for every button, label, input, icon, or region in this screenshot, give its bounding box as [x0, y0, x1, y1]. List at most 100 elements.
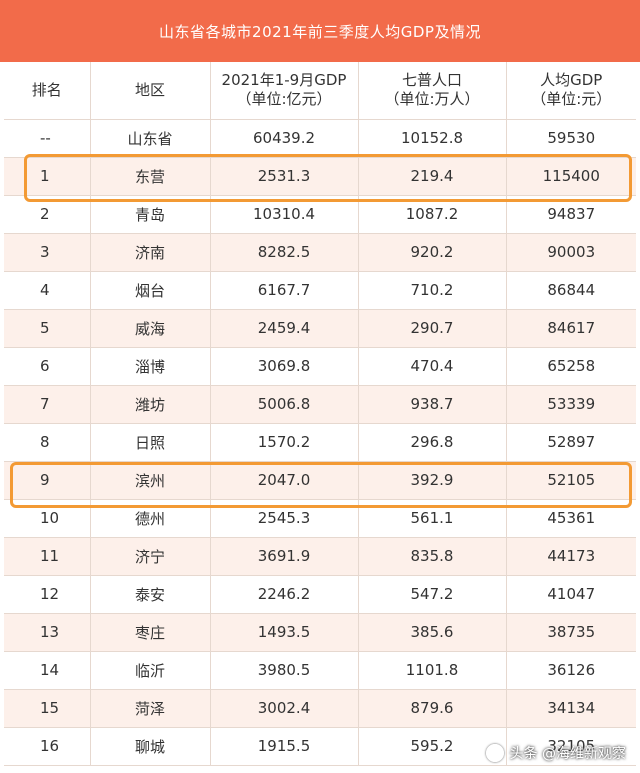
per-capita-gdp-cell: 94837: [506, 195, 636, 234]
region-cell: 烟台: [90, 271, 211, 310]
gdp-cell: 3980.5: [210, 651, 359, 690]
region-cell: 枣庄: [90, 613, 211, 652]
per-capita-gdp-cell: 90003: [506, 233, 636, 272]
table-row: 9 滨州 2047.0 392.9 52105: [4, 461, 636, 500]
table-row: 6 淄博 3069.8 470.4 65258: [4, 347, 636, 386]
table-row: 4 烟台 6167.7 710.2 86844: [4, 271, 636, 310]
gdp-cell: 1915.5: [210, 727, 359, 766]
table-row: 10 德州 2545.3 561.1 45361: [4, 499, 636, 538]
gdp-cell: 8282.5: [210, 233, 359, 272]
population-cell: 1101.8: [358, 651, 507, 690]
rank-cell: 16: [4, 727, 91, 766]
rank-cell: 1: [4, 157, 91, 196]
population-cell: 835.8: [358, 537, 507, 576]
per-capita-gdp-cell: 59530: [506, 119, 636, 158]
rank-cell: 4: [4, 271, 91, 310]
gdp-cell: 3069.8: [210, 347, 359, 386]
table-row: 12 泰安 2246.2 547.2 41047: [4, 575, 636, 614]
rank-cell: 10: [4, 499, 91, 538]
header-row: 排名 地区 2021年1-9月GDP （单位:亿元） 七普人口 （单位:万人） …: [4, 62, 636, 120]
per-capita-gdp-cell: 52105: [506, 461, 636, 500]
per-capita-gdp-cell: 41047: [506, 575, 636, 614]
rank-cell: 5: [4, 309, 91, 348]
region-cell: 济宁: [90, 537, 211, 576]
per-capita-gdp-cell: 32105: [506, 727, 636, 766]
table-row: 16 聊城 1915.5 595.2 32105: [4, 727, 636, 766]
population-cell: 561.1: [358, 499, 507, 538]
population-cell: 1087.2: [358, 195, 507, 234]
population-cell: 470.4: [358, 347, 507, 386]
watermark-text: 头条 @海维新观察: [509, 746, 626, 762]
per-capita-gdp-cell: 53339: [506, 385, 636, 424]
table-row: 3 济南 8282.5 920.2 90003: [4, 233, 636, 272]
rank-cell: 12: [4, 575, 91, 614]
population-cell: 392.9: [358, 461, 507, 500]
population-cell: 938.7: [358, 385, 507, 424]
header-rank: 排名: [4, 62, 91, 120]
population-cell: 290.7: [358, 309, 507, 348]
table-row: 11 济宁 3691.9 835.8 44173: [4, 537, 636, 576]
region-cell: 济南: [90, 233, 211, 272]
rank-cell: 3: [4, 233, 91, 272]
gdp-cell: 5006.8: [210, 385, 359, 424]
region-cell: 日照: [90, 423, 211, 462]
region-cell: 临沂: [90, 651, 211, 690]
region-cell: 淄博: [90, 347, 211, 386]
gdp-table: 排名 地区 2021年1-9月GDP （单位:亿元） 七普人口 （单位:万人） …: [4, 62, 636, 766]
rank-cell: 6: [4, 347, 91, 386]
watermark-logo-icon: [485, 744, 504, 762]
gdp-cell: 2047.0: [210, 461, 359, 500]
rank-cell: 13: [4, 613, 91, 652]
rank-cell: 9: [4, 461, 91, 500]
region-cell: 滨州: [90, 461, 211, 500]
header-gdp-line1: 2021年1-9月GDP: [221, 71, 347, 90]
per-capita-gdp-cell: 38735: [506, 613, 636, 652]
region-cell: 潍坊: [90, 385, 211, 424]
gdp-cell: 3691.9: [210, 537, 359, 576]
header-population-line1: 七普人口: [401, 71, 462, 90]
gdp-cell: 6167.7: [210, 271, 359, 310]
rank-cell: 14: [4, 651, 91, 690]
population-cell: 296.8: [358, 423, 507, 462]
rank-cell: 8: [4, 423, 91, 462]
population-cell: 595.2: [358, 727, 507, 766]
region-cell: 聊城: [90, 727, 211, 766]
per-capita-gdp-cell: 86844: [506, 271, 636, 310]
table-row: 2 青岛 10310.4 1087.2 94837: [4, 195, 636, 234]
table-row: -- 山东省 60439.2 10152.8 59530: [4, 119, 636, 158]
region-cell: 泰安: [90, 575, 211, 614]
per-capita-gdp-cell: 65258: [506, 347, 636, 386]
region-cell: 山东省: [90, 119, 211, 158]
rank-cell: 7: [4, 385, 91, 424]
population-cell: 547.2: [358, 575, 507, 614]
header-per-capita-gdp-line2: （单位:元）: [531, 90, 612, 109]
table-row: 7 潍坊 5006.8 938.7 53339: [4, 385, 636, 424]
gdp-cell: 1493.5: [210, 613, 359, 652]
rank-cell: 11: [4, 537, 91, 576]
watermark: 头条 @海维新观察: [485, 743, 626, 763]
region-cell: 威海: [90, 309, 211, 348]
gdp-cell: 10310.4: [210, 195, 359, 234]
header-region: 地区: [90, 62, 211, 120]
header-population: 七普人口 （单位:万人）: [358, 62, 507, 120]
table-row: 1 东营 2531.3 219.4 115400: [4, 157, 636, 196]
gdp-cell: 60439.2: [210, 119, 359, 158]
population-cell: 879.6: [358, 689, 507, 728]
population-cell: 385.6: [358, 613, 507, 652]
header-per-capita-gdp-line1: 人均GDP: [540, 71, 603, 90]
population-cell: 710.2: [358, 271, 507, 310]
rank-cell: 15: [4, 689, 91, 728]
table-row: 15 菏泽 3002.4 879.6 34134: [4, 689, 636, 728]
table-row: 14 临沂 3980.5 1101.8 36126: [4, 651, 636, 690]
per-capita-gdp-cell: 45361: [506, 499, 636, 538]
region-cell: 菏泽: [90, 689, 211, 728]
per-capita-gdp-cell: 44173: [506, 537, 636, 576]
gdp-cell: 3002.4: [210, 689, 359, 728]
header-per-capita-gdp: 人均GDP （单位:元）: [506, 62, 636, 120]
gdp-cell: 1570.2: [210, 423, 359, 462]
population-cell: 920.2: [358, 233, 507, 272]
per-capita-gdp-cell: 34134: [506, 689, 636, 728]
table-row: 5 威海 2459.4 290.7 84617: [4, 309, 636, 348]
gdp-cell: 2459.4: [210, 309, 359, 348]
